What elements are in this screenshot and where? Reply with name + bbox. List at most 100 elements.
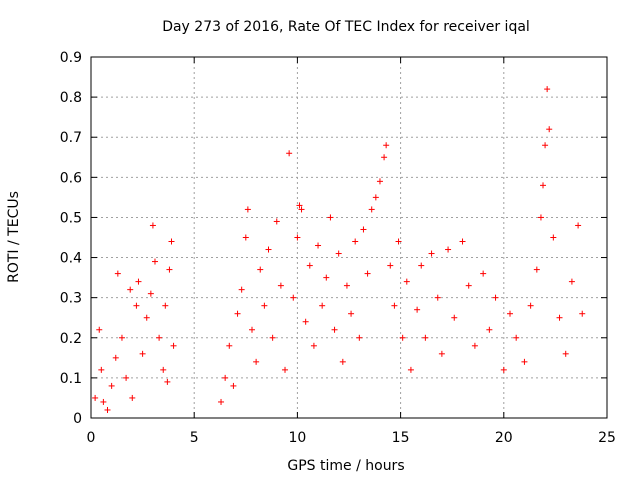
data-point — [222, 374, 229, 381]
data-point — [242, 234, 249, 241]
y-tick-label: 0.9 — [60, 50, 82, 66]
data-point — [315, 242, 322, 249]
data-point — [265, 246, 272, 253]
data-point — [352, 238, 359, 245]
data-point — [556, 314, 563, 321]
y-tick-label: 0.8 — [60, 90, 82, 106]
data-point — [387, 262, 394, 269]
data-point — [160, 366, 167, 373]
data-point — [248, 326, 255, 333]
data-point — [575, 222, 582, 229]
data-point — [360, 226, 367, 233]
y-axis-label: ROTI / TECUs — [6, 191, 22, 283]
data-point — [506, 310, 513, 317]
data-point — [108, 382, 115, 389]
data-point — [298, 206, 305, 213]
data-point — [399, 334, 406, 341]
y-tick-label: 0.1 — [60, 371, 82, 387]
data-point — [135, 278, 142, 285]
x-axis-label: GPS time / hours — [287, 458, 404, 474]
x-tick-label: 5 — [190, 430, 199, 446]
data-point — [310, 342, 317, 349]
x-tick-label: 25 — [598, 430, 616, 446]
data-point — [92, 394, 99, 401]
data-point — [542, 142, 549, 149]
data-point — [383, 142, 390, 149]
data-point — [296, 202, 303, 209]
data-point — [96, 326, 103, 333]
data-point — [319, 302, 326, 309]
y-tick-label: 0.2 — [60, 331, 82, 347]
y-tick-label: 0.7 — [60, 130, 82, 146]
data-point — [339, 358, 346, 365]
y-axis-ticks: 0 0.1 0.2 0.3 0.4 0.5 0.6 0.7 0.8 0.9 — [60, 50, 607, 427]
data-point — [562, 350, 569, 357]
data-point — [395, 238, 402, 245]
data-point — [445, 246, 452, 253]
data-point — [550, 234, 557, 241]
data-point — [149, 222, 156, 229]
data-point — [143, 314, 150, 321]
data-point — [391, 302, 398, 309]
data-point — [492, 294, 499, 301]
data-point — [100, 398, 107, 405]
data-point — [356, 334, 363, 341]
data-point — [364, 270, 371, 277]
grid-lines — [91, 57, 607, 418]
data-point — [170, 342, 177, 349]
data-point — [451, 314, 458, 321]
data-point — [273, 218, 280, 225]
x-tick-label: 0 — [87, 430, 96, 446]
data-point — [459, 238, 466, 245]
data-point — [331, 326, 338, 333]
data-point — [438, 350, 445, 357]
data-point — [480, 270, 487, 277]
data-point — [294, 234, 301, 241]
data-point — [238, 286, 245, 293]
data-point — [500, 366, 507, 373]
data-point — [244, 206, 251, 213]
data-point — [428, 250, 435, 257]
data-point — [218, 398, 225, 405]
x-tick-label: 20 — [495, 430, 513, 446]
data-point — [348, 310, 355, 317]
data-point — [112, 354, 119, 361]
data-point — [234, 310, 241, 317]
data-point — [544, 86, 551, 93]
data-point — [139, 350, 146, 357]
data-point — [486, 326, 493, 333]
data-point — [418, 262, 425, 269]
plot-frame — [90, 56, 608, 419]
chart-title: Day 273 of 2016, Rate Of TEC Index for r… — [162, 19, 530, 35]
data-point — [151, 258, 158, 265]
data-point — [129, 394, 136, 401]
data-point — [118, 334, 125, 341]
data-point — [323, 274, 330, 281]
data-point — [104, 406, 111, 413]
x-tick-label: 15 — [392, 430, 410, 446]
data-point — [257, 266, 264, 273]
data-point — [533, 266, 540, 273]
data-point — [277, 282, 284, 289]
data-point — [282, 366, 289, 373]
data-point — [127, 286, 134, 293]
data-point — [226, 342, 233, 349]
y-tick-label: 0.3 — [60, 291, 82, 307]
data-point — [376, 178, 383, 185]
data-point — [537, 214, 544, 221]
data-point — [422, 334, 429, 341]
data-point — [434, 294, 441, 301]
data-point — [156, 334, 163, 341]
x-tick-label: 10 — [288, 430, 306, 446]
data-point — [162, 302, 169, 309]
data-point — [166, 266, 173, 273]
data-point — [133, 302, 140, 309]
data-point — [579, 310, 586, 317]
data-point — [381, 154, 388, 161]
data-point — [513, 334, 520, 341]
data-point — [335, 250, 342, 257]
data-point — [286, 150, 293, 157]
data-point — [471, 342, 478, 349]
data-point — [306, 262, 313, 269]
